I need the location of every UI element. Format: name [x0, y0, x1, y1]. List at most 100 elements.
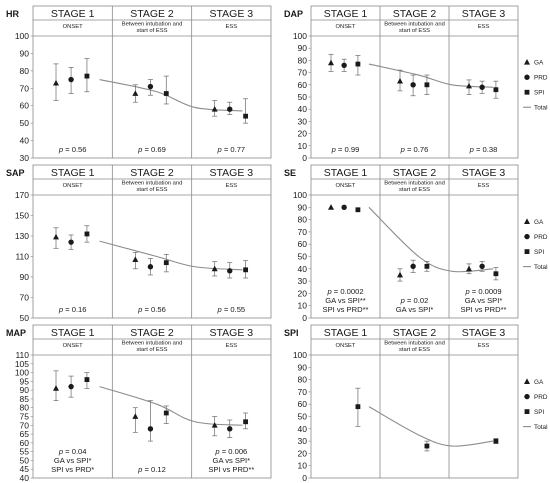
y-tick-label: 30 [298, 116, 308, 126]
plot-frame [32, 324, 272, 479]
data-point-ga [211, 422, 218, 428]
y-tick-label: 60 [20, 438, 30, 448]
y-tick-label: 100 [293, 350, 307, 360]
y-tick-label: 65 [20, 429, 30, 439]
y-tick-label: 30 [298, 276, 308, 286]
stage-sublabel: Between intubation and [384, 341, 445, 347]
stage-label: STAGE 1 [324, 167, 368, 179]
y-tick-label: 70 [20, 420, 30, 430]
y-tick-label: 10 [298, 141, 308, 151]
y-tick-label: 40 [298, 424, 308, 434]
y-tick-label: 90 [20, 272, 30, 282]
data-point-prd [147, 426, 154, 432]
y-tick-label: 80 [298, 55, 308, 65]
legend-label: GA [534, 60, 544, 67]
y-tick-label: 50 [20, 313, 30, 323]
stage-label: STAGE 3 [462, 167, 506, 179]
legend-label: GA [534, 219, 544, 226]
y-tick-label: 90 [20, 48, 30, 58]
data-point-prd [227, 426, 233, 432]
y-tick-label: 40 [298, 264, 308, 274]
data-point-ga [211, 265, 218, 272]
p-value: GA vs SPI* [213, 456, 251, 465]
y-tick-label: 50 [20, 455, 30, 465]
legend-label: PRD [534, 234, 548, 241]
chart-sap: STAGE 1 ONSET STAGE 2 Between intubation an… [6, 164, 272, 323]
stage-label: STAGE 1 [324, 8, 368, 20]
stage-sublabel: ESS [478, 24, 490, 30]
data-point-ga [397, 77, 404, 84]
y-tick-label: 80 [298, 375, 308, 385]
stage-sublabel: start of ESS [399, 28, 430, 34]
data-point-ga [132, 90, 139, 96]
data-point-prd [410, 263, 416, 270]
stage-label: STAGE 1 [51, 8, 95, 20]
total-line [368, 63, 494, 88]
legend-marker-spi [524, 249, 530, 255]
data-point-spi [355, 61, 361, 67]
legend-label: Total [534, 264, 548, 271]
y-tick-label: 105 [15, 359, 29, 369]
legend-marker-ga [524, 59, 530, 65]
data-point-prd [479, 84, 485, 90]
y-tick-label: 50 [20, 118, 30, 128]
p-value: p = 0.76 [400, 145, 429, 154]
stage-label: STAGE 3 [462, 327, 506, 339]
y-tick-label: 130 [15, 231, 29, 241]
data-point-prd [227, 268, 233, 274]
legend: GA PRD SPI Total [523, 59, 548, 112]
y-tick-label: 10 [298, 461, 308, 471]
legend-label: GA [534, 379, 544, 386]
stage-sublabel: ESS [226, 343, 238, 349]
legend-label: Total [534, 105, 548, 112]
y-tick-label: 100 [293, 190, 307, 200]
stage-sublabel: ONSET [63, 24, 83, 30]
data-point-spi [163, 91, 169, 96]
stage-label: STAGE 3 [210, 167, 254, 179]
stage-label: STAGE 3 [210, 327, 254, 339]
stage-label: STAGE 3 [210, 8, 254, 20]
data-point-ga [328, 204, 335, 210]
data-point-prd [227, 106, 233, 112]
y-tick-label: 110 [15, 252, 29, 262]
y-tick-label: 100 [293, 31, 307, 41]
total-line [368, 206, 494, 273]
y-tick-label: 0 [302, 153, 307, 163]
p-value: p = 0.0002 [326, 287, 363, 296]
data-point-ga [211, 106, 218, 112]
chart-hr: STAGE 1 ONSET STAGE 2 Between intubation an… [6, 5, 272, 163]
legend-label: PRD [534, 75, 548, 82]
y-tick-label: 50 [298, 412, 308, 422]
y-tick-label: 100 [15, 31, 29, 41]
p-value: p = 0.12 [137, 465, 166, 474]
stage-sublabel: ONSET [336, 24, 356, 30]
data-point-spi [84, 73, 90, 79]
y-tick-label: 100 [15, 368, 29, 378]
plot-frame [32, 5, 272, 159]
stage-sublabel: start of ESS [137, 187, 168, 193]
stage-sublabel: ESS [226, 24, 238, 30]
stage-sublabel: ESS [226, 183, 238, 189]
stage-sublabel: Between intubation and [122, 22, 183, 28]
data-point-spi [84, 377, 90, 382]
legend: GA PRD SPI Total [523, 218, 548, 271]
stage-label: STAGE 2 [393, 167, 437, 179]
y-tick-label: 80 [20, 403, 30, 413]
legend-marker-spi [524, 89, 530, 95]
stage-label: STAGE 2 [393, 8, 437, 20]
legend-marker-prd [524, 74, 530, 80]
data-point-prd [410, 82, 416, 88]
legend-marker-prd [524, 393, 530, 400]
stage-label: STAGE 2 [393, 327, 437, 339]
y-tick-label: 50 [298, 252, 308, 262]
p-value: p = 0.56 [58, 145, 87, 154]
y-tick-label: 20 [298, 129, 308, 139]
chart-se: STAGE 1 ONSET STAGE 2 Between intubation an… [284, 164, 548, 323]
legend-marker-ga [524, 218, 530, 225]
y-tick-label: 0 [302, 473, 307, 483]
stage-sublabel: start of ESS [399, 187, 430, 193]
y-tick-label: 110 [15, 350, 29, 360]
p-value: SPI vs PRD* [51, 465, 94, 474]
p-value: p = 0.38 [469, 145, 498, 154]
legend-label: SPI [534, 409, 545, 416]
